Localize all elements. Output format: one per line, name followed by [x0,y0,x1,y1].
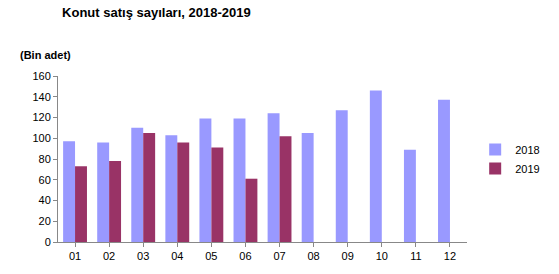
svg-text:2018: 2018 [515,144,539,156]
svg-text:01: 01 [69,250,81,262]
svg-text:06: 06 [239,250,251,262]
svg-text:02: 02 [103,250,115,262]
svg-text:160: 160 [32,70,50,82]
svg-text:08: 08 [308,250,320,262]
svg-text:10: 10 [376,250,388,262]
svg-text:80: 80 [39,153,51,165]
svg-text:Konut satış sayıları, 2018-201: Konut satış sayıları, 2018-2019 [62,5,251,20]
svg-text:0: 0 [45,236,51,248]
svg-text:11: 11 [410,250,421,262]
svg-text:140: 140 [32,91,50,103]
svg-text:(Bin adet): (Bin adet) [20,49,71,61]
svg-text:05: 05 [205,250,217,262]
svg-text:04: 04 [171,250,183,262]
svg-text:09: 09 [342,250,354,262]
svg-text:07: 07 [273,250,285,262]
svg-text:60: 60 [39,174,51,186]
svg-text:2019: 2019 [515,163,539,175]
svg-text:120: 120 [32,111,50,123]
svg-text:12: 12 [444,250,456,262]
svg-text:20: 20 [39,215,51,227]
svg-text:100: 100 [32,132,50,144]
svg-text:03: 03 [137,250,149,262]
svg-text:40: 40 [39,194,51,206]
